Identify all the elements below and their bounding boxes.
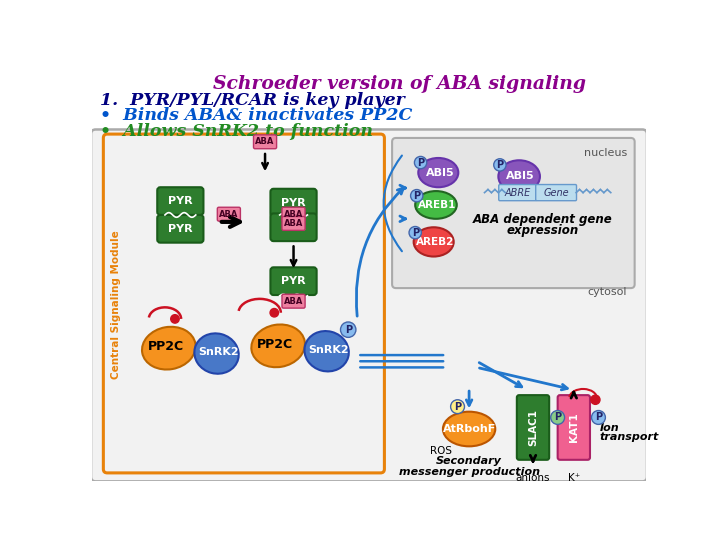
- Text: P: P: [417, 158, 424, 167]
- FancyBboxPatch shape: [392, 138, 634, 288]
- Ellipse shape: [251, 325, 305, 367]
- Text: AREB1: AREB1: [418, 200, 456, 210]
- Text: ABA dependent gene: ABA dependent gene: [472, 213, 612, 226]
- FancyBboxPatch shape: [499, 185, 536, 201]
- Text: PP2C: PP2C: [257, 338, 293, 351]
- Text: ABA: ABA: [284, 219, 303, 228]
- Text: ABA: ABA: [219, 210, 238, 219]
- Ellipse shape: [443, 411, 495, 447]
- FancyBboxPatch shape: [253, 135, 276, 148]
- Text: P: P: [496, 160, 503, 170]
- Text: PYR: PYR: [282, 276, 306, 286]
- Text: ABI5: ABI5: [426, 167, 454, 178]
- Text: ABA: ABA: [284, 296, 303, 306]
- Text: AREB2: AREB2: [416, 237, 454, 247]
- Text: P: P: [554, 413, 561, 422]
- Text: ABI5: ABI5: [506, 172, 535, 181]
- FancyBboxPatch shape: [282, 207, 305, 221]
- Ellipse shape: [418, 158, 459, 187]
- FancyBboxPatch shape: [558, 395, 590, 460]
- Text: anions: anions: [516, 473, 550, 483]
- Text: P: P: [412, 228, 419, 238]
- Text: AtRbohF: AtRbohF: [443, 424, 496, 434]
- Text: Schroeder version of ABA signaling: Schroeder version of ABA signaling: [213, 75, 586, 93]
- Text: PYR: PYR: [282, 198, 306, 207]
- Text: SnRK2: SnRK2: [198, 347, 238, 357]
- Text: ABA: ABA: [256, 137, 275, 146]
- Circle shape: [551, 410, 564, 424]
- Text: Ion: Ion: [600, 423, 620, 433]
- Text: Gene: Gene: [544, 187, 569, 198]
- Circle shape: [410, 190, 423, 202]
- Text: Secondary: Secondary: [436, 456, 502, 466]
- Ellipse shape: [194, 333, 239, 374]
- Text: Central Signaling Module: Central Signaling Module: [112, 231, 122, 380]
- Text: PYR: PYR: [168, 196, 193, 206]
- Ellipse shape: [305, 331, 348, 372]
- Circle shape: [341, 322, 356, 338]
- FancyBboxPatch shape: [536, 185, 577, 201]
- FancyBboxPatch shape: [157, 215, 204, 242]
- Circle shape: [590, 395, 600, 404]
- Text: P: P: [413, 191, 420, 201]
- Text: KAT1: KAT1: [569, 413, 579, 442]
- Text: •  Allows SnRK2 to function: • Allows SnRK2 to function: [99, 123, 372, 139]
- Text: messenger production: messenger production: [399, 467, 539, 477]
- Text: ROS: ROS: [430, 446, 452, 456]
- Text: •  Binds ABA& inactivates PP2C: • Binds ABA& inactivates PP2C: [99, 107, 412, 124]
- Text: expression: expression: [506, 224, 578, 237]
- FancyBboxPatch shape: [271, 189, 317, 217]
- Text: P: P: [454, 402, 461, 411]
- FancyBboxPatch shape: [217, 207, 240, 221]
- Text: transport: transport: [600, 433, 660, 442]
- Text: PYR: PYR: [168, 224, 193, 234]
- Ellipse shape: [142, 327, 196, 369]
- FancyBboxPatch shape: [271, 267, 317, 295]
- Circle shape: [415, 157, 427, 169]
- Text: SnRK2: SnRK2: [308, 345, 348, 355]
- Text: K⁺: K⁺: [567, 473, 580, 483]
- Text: P: P: [595, 413, 602, 422]
- Text: P: P: [345, 325, 352, 335]
- Text: PP2C: PP2C: [148, 340, 184, 353]
- Text: ABA: ABA: [284, 210, 303, 219]
- Circle shape: [270, 308, 279, 317]
- Circle shape: [494, 159, 506, 171]
- Text: SLAC1: SLAC1: [528, 409, 538, 446]
- FancyBboxPatch shape: [157, 187, 204, 215]
- FancyBboxPatch shape: [282, 294, 305, 308]
- Ellipse shape: [414, 227, 454, 256]
- Text: PYR: PYR: [282, 222, 306, 232]
- FancyBboxPatch shape: [91, 130, 647, 481]
- Text: nucleus: nucleus: [584, 148, 627, 158]
- FancyBboxPatch shape: [282, 217, 305, 231]
- Ellipse shape: [415, 191, 456, 219]
- Text: ABRE: ABRE: [505, 187, 531, 198]
- Text: 1.  PYR/PYL/RCAR is key player: 1. PYR/PYL/RCAR is key player: [99, 92, 404, 109]
- Circle shape: [592, 410, 606, 424]
- Ellipse shape: [498, 160, 540, 193]
- Circle shape: [451, 400, 464, 414]
- Circle shape: [409, 226, 421, 239]
- Text: cytosol: cytosol: [588, 287, 627, 296]
- Circle shape: [171, 315, 179, 323]
- FancyBboxPatch shape: [271, 213, 317, 241]
- FancyBboxPatch shape: [517, 395, 549, 460]
